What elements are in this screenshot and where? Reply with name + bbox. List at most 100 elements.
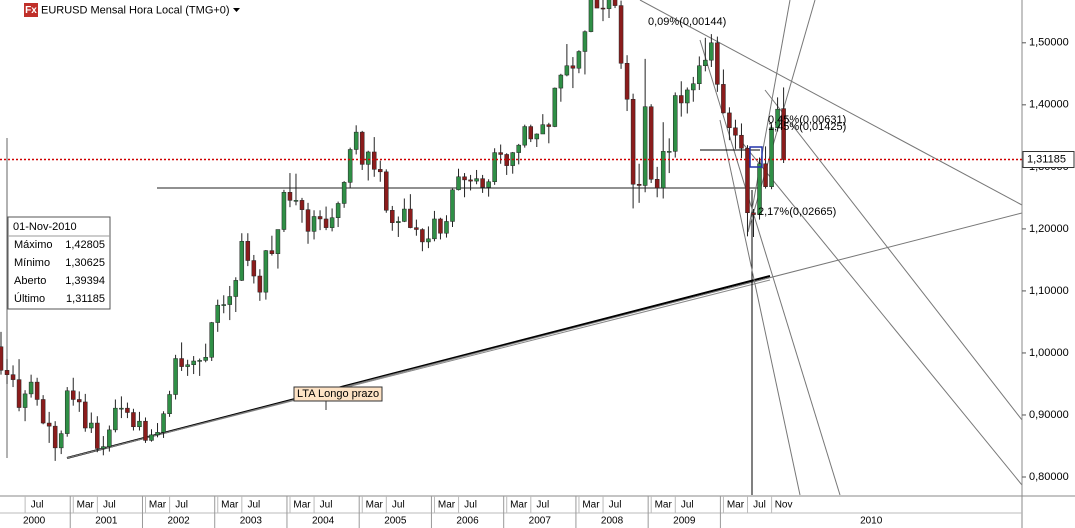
x-tick-label: Jul bbox=[536, 500, 549, 511]
candle-body bbox=[420, 229, 425, 243]
candle-body bbox=[149, 434, 154, 441]
candle-body bbox=[414, 227, 419, 230]
trend-line bbox=[699, 39, 841, 495]
candle-body bbox=[335, 203, 341, 218]
y-tick-label: 0,90000 bbox=[1029, 409, 1069, 421]
candle-body bbox=[359, 131, 365, 165]
candle-body bbox=[516, 144, 521, 153]
info-value: 1,31185 bbox=[66, 293, 105, 305]
x-tick-label: Jul bbox=[392, 500, 405, 511]
candle-body bbox=[757, 163, 762, 215]
candle-body bbox=[672, 95, 678, 152]
candle-body bbox=[540, 124, 546, 135]
year-label: 2001 bbox=[95, 516, 118, 527]
candle-body bbox=[77, 399, 82, 403]
candle-body bbox=[474, 178, 479, 182]
candle-body bbox=[781, 108, 786, 160]
candle-body bbox=[384, 171, 389, 211]
year-label: 2010 bbox=[860, 516, 883, 527]
info-label: Último bbox=[14, 292, 45, 305]
year-label: 2007 bbox=[529, 516, 552, 527]
y-tick-label: 0,80000 bbox=[1029, 471, 1069, 483]
x-tick-label: Mar bbox=[149, 500, 167, 511]
candle-body bbox=[486, 181, 491, 188]
candle-body bbox=[131, 412, 136, 428]
candle-body bbox=[371, 151, 377, 170]
x-tick-label: Jul bbox=[103, 500, 116, 511]
badge bbox=[24, 3, 38, 17]
candle-body bbox=[155, 432, 160, 436]
candle-body bbox=[679, 95, 684, 104]
info-label: Aberto bbox=[14, 275, 46, 287]
annotation: 1,45%(0,01425) bbox=[768, 121, 846, 133]
trend-line bbox=[639, 0, 1022, 206]
candle-body bbox=[703, 59, 708, 67]
dropdown-arrow[interactable] bbox=[233, 8, 240, 12]
candle-body bbox=[28, 381, 34, 395]
x-tick-label: Jul bbox=[753, 500, 766, 511]
candle-body bbox=[492, 152, 497, 182]
candle-body bbox=[305, 209, 311, 232]
candle-body bbox=[438, 218, 443, 234]
candle-body bbox=[636, 183, 642, 186]
x-tick-label: Mar bbox=[582, 500, 600, 511]
candle-body bbox=[444, 221, 449, 234]
candle-body bbox=[612, 0, 618, 6]
candle-body bbox=[480, 178, 485, 188]
x-tick-label: Jul bbox=[681, 500, 694, 511]
y-tick-label: 1,10000 bbox=[1029, 285, 1069, 297]
candle-body bbox=[125, 407, 130, 413]
y-tick-label: 1,20000 bbox=[1029, 223, 1069, 235]
info-value: 1,42805 bbox=[65, 239, 105, 251]
info-box-frame bbox=[7, 216, 111, 310]
candle-body bbox=[227, 296, 233, 305]
x-tick-label: Jul bbox=[31, 500, 44, 511]
y-tick-label: 1,50000 bbox=[1029, 37, 1069, 49]
candle-body bbox=[564, 65, 570, 76]
marker-box bbox=[749, 146, 763, 168]
candle-body bbox=[0, 346, 4, 371]
x-tick-label: Jul bbox=[464, 500, 477, 511]
candle-body bbox=[347, 149, 353, 183]
candle-body bbox=[739, 134, 744, 149]
candle-body bbox=[52, 425, 58, 449]
candle-body bbox=[390, 210, 395, 223]
candle-body bbox=[534, 133, 540, 140]
candle-body bbox=[263, 250, 269, 293]
year-label: 2009 bbox=[673, 516, 696, 527]
candle-body bbox=[654, 179, 660, 189]
candle-body bbox=[630, 98, 636, 185]
annotation: 2,17%(0,02665) bbox=[758, 206, 836, 218]
candle-body bbox=[70, 390, 76, 400]
candle-body bbox=[245, 241, 251, 261]
x-tick-label: Mar bbox=[77, 500, 95, 511]
y-tick-label: 1,00000 bbox=[1029, 347, 1069, 359]
candle-body bbox=[341, 182, 347, 204]
candle-body bbox=[691, 83, 696, 91]
candle-body bbox=[546, 124, 552, 127]
candle-body bbox=[34, 381, 40, 400]
candle-body bbox=[119, 407, 124, 410]
candle-body bbox=[299, 200, 305, 210]
candle-body bbox=[95, 422, 100, 449]
candle-body bbox=[432, 218, 437, 240]
candle-body bbox=[552, 87, 558, 127]
x-tick-label: Mar bbox=[655, 500, 673, 511]
x-tick-label: Mar bbox=[510, 500, 528, 511]
candle-body bbox=[167, 394, 172, 414]
trend-line bbox=[739, 139, 1022, 486]
year-label: 2000 bbox=[23, 516, 46, 527]
info-label: Mínimo bbox=[14, 257, 50, 269]
candle-body bbox=[666, 151, 672, 153]
candle-body bbox=[365, 151, 371, 165]
candle-body bbox=[396, 221, 401, 223]
info-label: Máximo bbox=[14, 239, 53, 251]
candle-body bbox=[618, 5, 624, 64]
candle-body bbox=[697, 65, 702, 84]
candle-body bbox=[462, 176, 467, 181]
candle-body bbox=[426, 238, 431, 243]
candle-body bbox=[570, 65, 576, 69]
trend-line bbox=[719, 119, 801, 495]
